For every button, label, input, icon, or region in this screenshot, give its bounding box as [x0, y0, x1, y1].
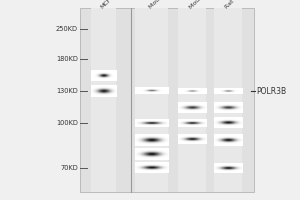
Bar: [178, 8, 206, 192]
Text: 70KD: 70KD: [60, 165, 78, 171]
Text: MCF7: MCF7: [100, 0, 116, 10]
Text: Mouse spleen: Mouse spleen: [188, 0, 223, 10]
Text: 100KD: 100KD: [56, 120, 78, 126]
Bar: [91, 8, 116, 192]
Text: POLR3B: POLR3B: [256, 86, 286, 96]
Text: 130KD: 130KD: [56, 88, 78, 94]
Bar: [80, 8, 254, 192]
Bar: [135, 8, 168, 192]
Bar: [214, 8, 242, 192]
Text: Mouse brain: Mouse brain: [148, 0, 179, 10]
Text: Rat brain: Rat brain: [224, 0, 248, 10]
Text: 180KD: 180KD: [56, 56, 78, 62]
Text: 250KD: 250KD: [56, 26, 78, 32]
